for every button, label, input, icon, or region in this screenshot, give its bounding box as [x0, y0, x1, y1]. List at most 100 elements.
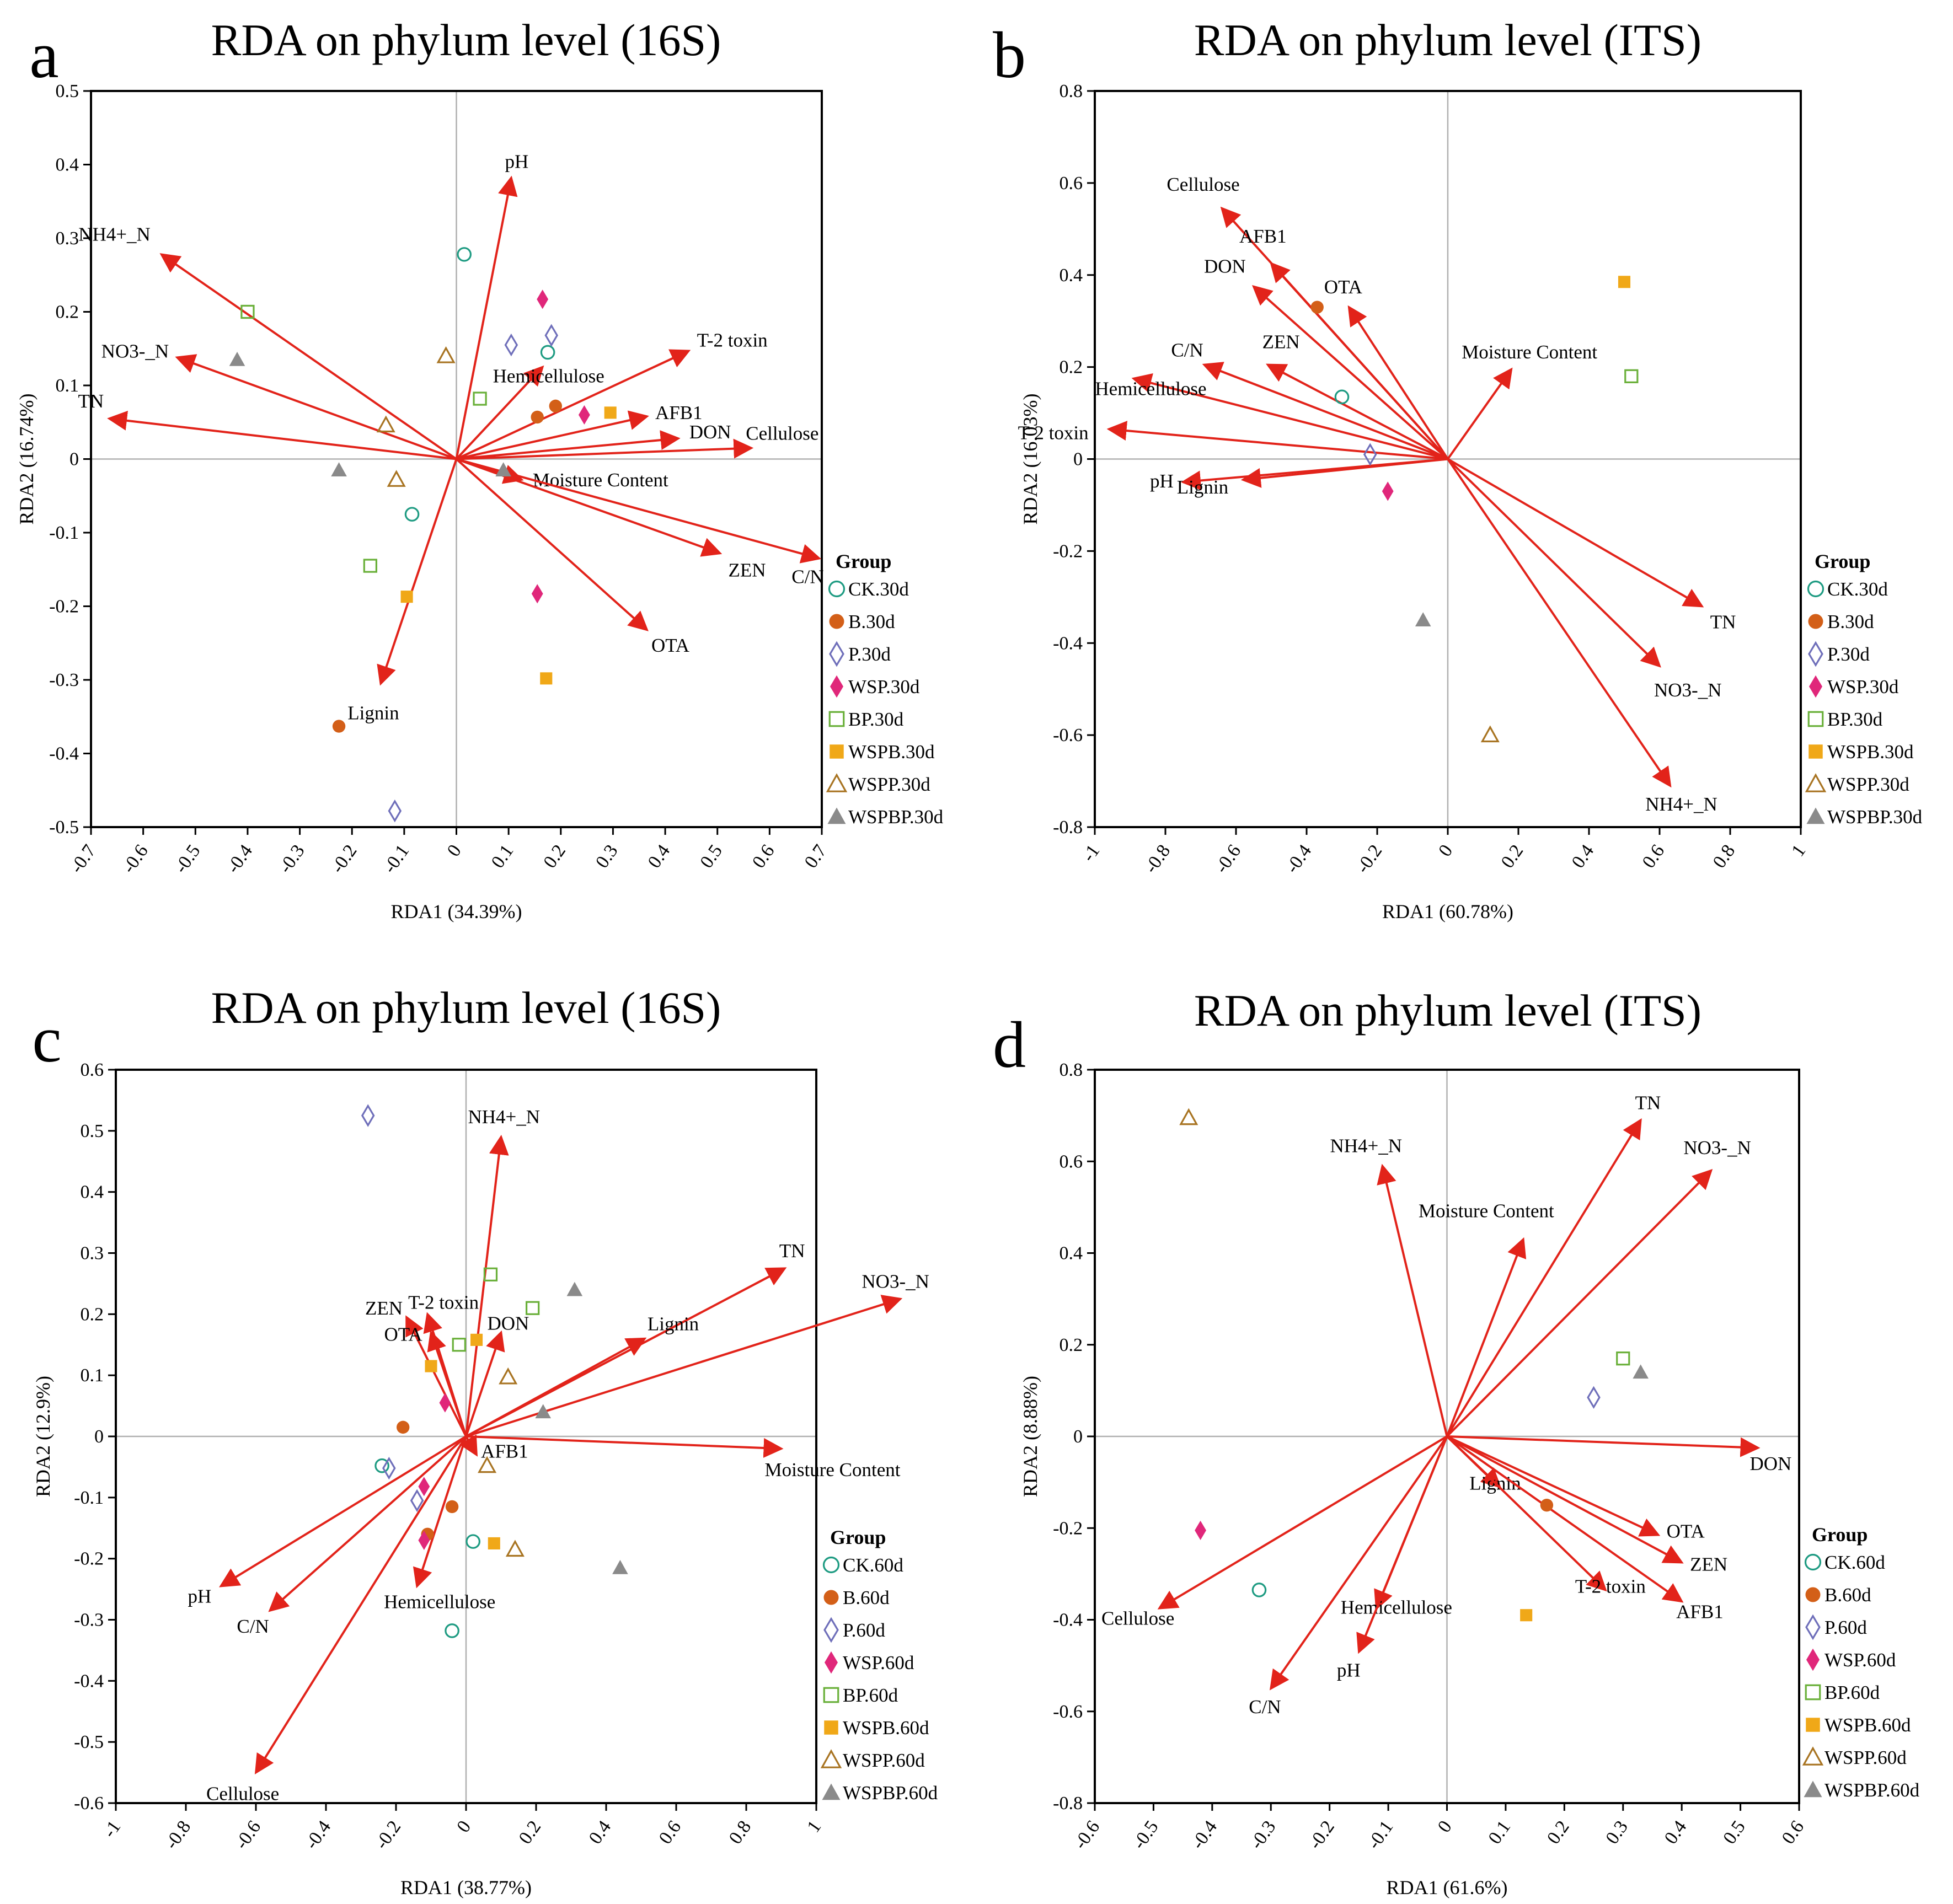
- sample-point: [229, 351, 245, 366]
- arrow-lignin: [465, 1337, 647, 1438]
- panel-b: b RDA on phylum level (ITS) -1 -0.8 -0.6 -0.4…: [993, 15, 1923, 922]
- x-tick-label: -0.4: [223, 841, 256, 877]
- y-tick-label: 0.1: [81, 1365, 104, 1386]
- y-tick-label: -0.5: [74, 1732, 104, 1752]
- legend-entry: WSPP.60d: [843, 1750, 925, 1771]
- y-tick-label: 0.8: [1060, 1060, 1083, 1080]
- x-tick-label: -0.6: [1211, 841, 1245, 877]
- legend-marker: [829, 641, 844, 667]
- arrow-label: Cellulose: [1101, 1608, 1174, 1629]
- arrow-label: Hemicellulose: [1341, 1597, 1452, 1618]
- arrow-don: [465, 1330, 505, 1437]
- x-tick-label: 0.8: [1709, 841, 1740, 872]
- arrow-cellulose: [254, 1435, 467, 1774]
- sample-point: [425, 1360, 437, 1372]
- y-tick-label: 0: [1073, 1426, 1083, 1447]
- arrow-zen: [405, 1315, 467, 1437]
- arrow-label: Hemicellulose: [493, 366, 604, 387]
- sample-point: [604, 406, 617, 419]
- x-tick-label: 1: [1788, 841, 1810, 860]
- arrow-label: Cellulose: [1167, 174, 1239, 195]
- sample-point: [544, 324, 559, 347]
- arrow-afb1: [459, 1434, 478, 1457]
- y-tick-label: -0.6: [1053, 725, 1083, 745]
- legend-entry: WSPBP.60d: [1824, 1779, 1920, 1801]
- sample-point: [445, 1623, 459, 1638]
- legend-marker: [1802, 1746, 1824, 1766]
- x-tick-label: -0.8: [161, 1817, 195, 1853]
- y-tick-label: 0.4: [1060, 265, 1083, 286]
- panel-a: a RDA on phylum level (16S) -0.7 -0.6 -0.5 -0…: [15, 15, 944, 922]
- arrow-lignin: [1240, 458, 1448, 488]
- arrow-label: T-2 toxin: [1575, 1575, 1646, 1597]
- legend-marker: [1806, 1718, 1820, 1732]
- legend-marker: [828, 711, 845, 727]
- sample-point: [445, 1500, 459, 1514]
- legend-entry: BP.60d: [1824, 1682, 1880, 1703]
- arrow-ph: [455, 175, 518, 459]
- legend-marker: [1806, 1648, 1820, 1671]
- x-tick-label: 0.5: [1719, 1817, 1749, 1848]
- sample-point: [1195, 1520, 1206, 1540]
- sample-point: [531, 410, 544, 424]
- arrow-label: TN: [1710, 612, 1736, 633]
- arrow-c-n: [456, 458, 822, 564]
- legend-entry: B.30d: [1827, 611, 1874, 632]
- sample-point: [470, 1333, 483, 1346]
- x-tick-label: -0.4: [301, 1817, 335, 1853]
- x-tick-label: 0.2: [515, 1817, 545, 1848]
- x-tick-label: 0.4: [644, 841, 675, 872]
- x-tick-label: -0.5: [1129, 1817, 1163, 1853]
- x-tick-label: 0.3: [1602, 1817, 1632, 1848]
- legend-marker: [823, 1617, 839, 1643]
- y-tick-label: 0: [69, 449, 79, 470]
- x-tick-label: 0.1: [488, 841, 518, 872]
- sample-point: [1618, 276, 1631, 288]
- x-tick-label: 0.1: [1485, 1817, 1515, 1848]
- arrow-zen: [1266, 363, 1448, 460]
- sample-point: [578, 405, 590, 425]
- arrow-c-n: [268, 1435, 467, 1612]
- sample-point: [549, 399, 563, 413]
- y-tick-label: 0.5: [56, 81, 79, 101]
- sample-point: [1540, 1498, 1554, 1512]
- sample-point: [1310, 301, 1324, 314]
- arrow-label: AFB1: [1239, 226, 1287, 247]
- arrow-label: TN: [779, 1240, 805, 1262]
- legend-entry: P.30d: [848, 643, 891, 665]
- arrow-cellulose: [1157, 1435, 1448, 1610]
- x-tick-label: -1: [1078, 841, 1104, 865]
- y-tick-label: -0.6: [74, 1793, 104, 1814]
- arrow-no3-n: [175, 354, 457, 460]
- arrow-ota: [427, 1330, 467, 1437]
- arrow-label: Lignin: [347, 702, 399, 724]
- chart-title: RDA on phylum level (16S): [211, 983, 721, 1033]
- legend-entry: CK.30d: [848, 578, 909, 600]
- panel-c: c RDA on phylum level (16S) -1 -0.8 -0.6 -0.4…: [32, 983, 938, 1898]
- legend-entry: WSP.60d: [843, 1652, 914, 1674]
- legend-marker: [1805, 1684, 1821, 1701]
- legend-entry: WSPB.30d: [1827, 741, 1914, 763]
- legend-entry: BP.60d: [843, 1685, 898, 1706]
- y-tick-label: -0.8: [1053, 817, 1083, 838]
- legend-marker: [822, 1783, 841, 1800]
- y-tick-label: 0.3: [81, 1243, 104, 1264]
- y-tick-label: -0.2: [1053, 1518, 1083, 1538]
- chart-title: RDA on phylum level (16S): [211, 15, 721, 65]
- legend-marker: [1805, 1614, 1821, 1640]
- arrow-ota: [1446, 1435, 1661, 1537]
- chart-title: RDA on phylum level (ITS): [1194, 985, 1701, 1036]
- arrow-label: Moisture Content: [1462, 341, 1597, 363]
- sample-point: [439, 1393, 451, 1413]
- legend-entry: WSPBP.60d: [843, 1782, 938, 1804]
- sample-point: [361, 1104, 375, 1127]
- legend-marker: [1805, 773, 1827, 792]
- arrow-label: OTA: [1324, 276, 1363, 298]
- sample-point: [1587, 1386, 1601, 1409]
- x-tick-label: -0.6: [231, 1817, 265, 1853]
- sample-point: [535, 1404, 551, 1419]
- sample-point: [388, 799, 402, 823]
- arrow-tn: [1447, 458, 1704, 608]
- legend-title: Group: [1815, 550, 1870, 572]
- legend-entry: BP.30d: [1827, 709, 1883, 730]
